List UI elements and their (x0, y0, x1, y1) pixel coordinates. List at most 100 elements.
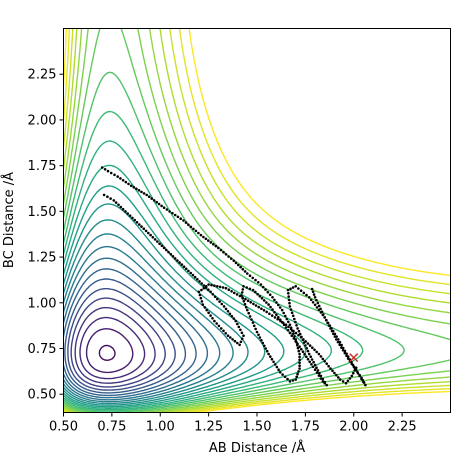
trajectory-point (278, 306, 282, 309)
trajectory-point (265, 301, 268, 304)
trajectory-point (266, 290, 270, 294)
trajectory-point (156, 240, 159, 243)
trajectory-point (271, 308, 274, 311)
y-tick-label: 2.25 (28, 68, 57, 83)
trajectory-point (276, 317, 280, 321)
trajectory-point (341, 380, 345, 383)
trajectory-point (311, 301, 315, 304)
trajectory-point (234, 319, 237, 323)
trajectory-point (294, 331, 298, 335)
end-marker-stroke (349, 353, 359, 363)
trajectory-point (273, 298, 276, 302)
trajectory-point (315, 298, 318, 302)
contour-level-21 (63, 28, 451, 413)
trajectory-point (248, 315, 252, 318)
trajectory-point (289, 327, 293, 331)
trajectory-point (281, 373, 284, 376)
trajectory-point (242, 334, 245, 338)
trajectory-point (200, 282, 203, 285)
trajectory-point (282, 311, 286, 315)
trajectory-point (344, 381, 348, 385)
trajectory-point (119, 177, 122, 180)
trajectory-point (215, 322, 218, 325)
trajectory-point (144, 229, 148, 233)
trajectory-point (256, 292, 259, 296)
trajectory-point (352, 365, 356, 369)
trajectory-point (200, 300, 204, 303)
trajectory-point (200, 288, 203, 292)
trajectory-point (224, 286, 228, 290)
contour-level-5 (70, 297, 166, 388)
trajectory-point (216, 297, 219, 301)
trajectory-point (291, 379, 295, 382)
trajectory-point (304, 344, 307, 347)
trajectory-point (362, 381, 366, 384)
trajectory-point (298, 358, 301, 362)
trajectory-point (243, 270, 247, 273)
trajectory-point (251, 276, 254, 280)
trajectory-point (165, 208, 169, 211)
trajectory-point (222, 329, 225, 333)
trajectory-point (233, 291, 236, 295)
trajectory-point (287, 292, 290, 295)
trajectory-point (263, 344, 266, 348)
trajectory-point (211, 317, 214, 320)
trajectory-point (301, 350, 305, 354)
trajectory-point (198, 293, 202, 297)
trajectory-point (317, 352, 321, 356)
trajectory-point (222, 305, 226, 308)
trajectory-point (319, 307, 322, 311)
trajectory-point (235, 293, 239, 296)
trajectory-point (209, 314, 212, 317)
trajectory-point (140, 190, 143, 194)
trajectory-point (317, 304, 321, 308)
contour-level-16 (63, 140, 333, 411)
trajectory-point (293, 335, 296, 338)
trajectory-point (106, 195, 109, 198)
trajectory-point (179, 217, 182, 220)
trajectory-point (257, 333, 260, 337)
trajectory-point (287, 320, 290, 324)
trajectory-point (160, 204, 163, 208)
trajectory-point (240, 291, 244, 294)
trajectory-point (231, 338, 234, 341)
trajectory-point (162, 206, 166, 209)
trajectory-point (311, 290, 315, 294)
trajectory-point (306, 349, 310, 353)
trajectory-point (236, 341, 239, 345)
trajectory-point (250, 318, 253, 321)
trajectory-point (277, 315, 280, 319)
trajectory-point (244, 297, 247, 301)
trajectory-point (316, 369, 320, 372)
trajectory-point (147, 195, 151, 198)
trajectory-point (337, 376, 340, 379)
y-tick-label: 1.75 (28, 159, 57, 174)
end-point-marker (349, 353, 359, 363)
trajectory-point (240, 331, 244, 335)
trajectory-point (292, 332, 295, 335)
trajectory-point (237, 325, 241, 329)
x-tick-label: 1.25 (194, 420, 223, 435)
trajectory-point (291, 286, 295, 289)
trajectory-point (147, 231, 150, 235)
x-tick-label: 2.25 (388, 420, 417, 435)
trajectory-point (119, 205, 123, 209)
trajectory-point (306, 342, 310, 345)
trajectory-point (356, 371, 359, 374)
trajectory-point (259, 283, 263, 286)
trajectory-point (295, 324, 298, 327)
y-tick-label: 1.25 (28, 251, 57, 266)
contour-level-18 (63, 71, 405, 413)
trajectory-point (348, 377, 352, 380)
trajectory-point (299, 289, 303, 293)
trajectory-point (336, 340, 340, 344)
trajectory-point (318, 371, 321, 375)
trajectory-point (287, 325, 290, 329)
trajectory-point (340, 346, 343, 349)
trajectory-point (232, 259, 236, 263)
trajectory-point (289, 287, 292, 291)
trajectory-point (360, 376, 363, 380)
trajectory-point (124, 180, 128, 184)
trajectory-point (271, 296, 274, 299)
